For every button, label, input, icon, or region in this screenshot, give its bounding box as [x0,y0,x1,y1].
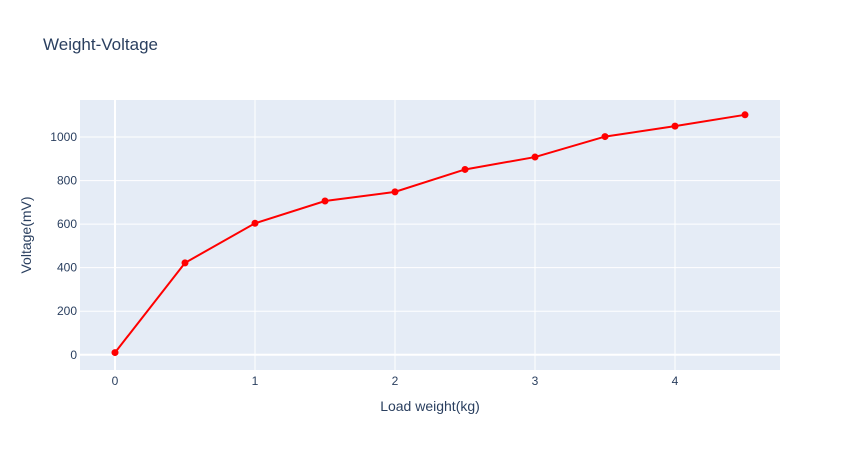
data-point [671,122,679,130]
data-point [741,111,749,119]
x-tick-label: 3 [532,374,539,388]
y-tick-label: 800 [57,174,77,188]
data-point [111,349,119,357]
data-point [461,165,469,173]
x-tick-label: 2 [392,374,399,388]
data-points [111,111,749,357]
y-axis-title: Voltage(mV) [18,196,34,273]
y-tick-label: 1000 [50,130,77,144]
series-line [114,113,746,354]
y-tick-labels: 0 200 400 600 800 1000 [50,130,77,362]
y-tick-label: 200 [57,304,77,318]
data-point [251,219,259,227]
data-point [181,259,189,267]
y-tick-label: 600 [57,217,77,231]
x-tick-label: 4 [672,374,679,388]
data-point [601,133,609,141]
x-tick-labels: 0 1 2 3 4 [112,374,679,388]
data-point [391,188,399,196]
x-axis-title: Load weight(kg) [380,398,480,414]
data-point [321,197,329,205]
chart-title: Weight-Voltage [43,35,158,54]
data-point [531,153,539,161]
y-tick-label: 0 [70,348,77,362]
plot-area [80,100,780,370]
x-tick-label: 1 [252,374,259,388]
y-tick-label: 400 [57,261,77,275]
series-lines [114,113,746,354]
x-tick-label: 0 [112,374,119,388]
